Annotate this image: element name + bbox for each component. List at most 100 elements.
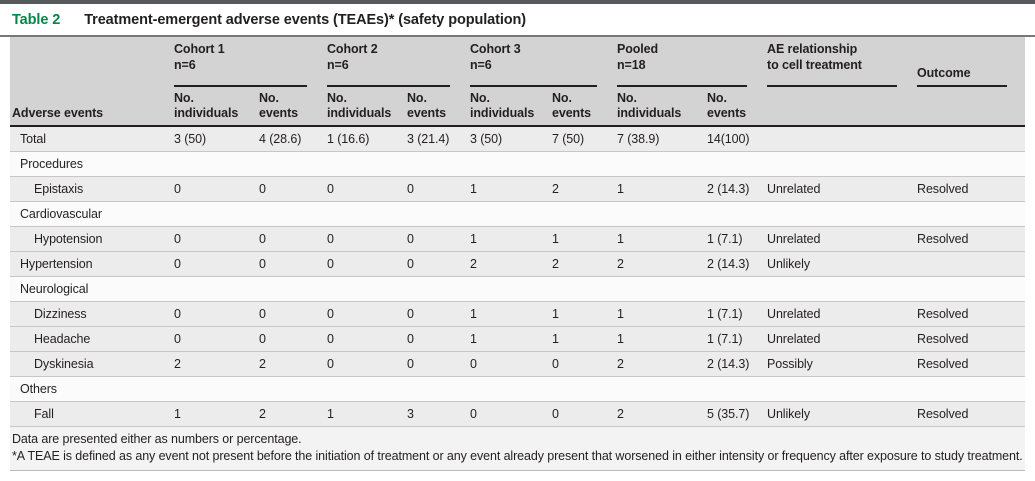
row-label: Hypertension: [10, 251, 172, 277]
cell: 0: [325, 226, 405, 252]
cell: 2: [615, 251, 705, 277]
cell: 0: [257, 301, 325, 327]
cell: 0: [325, 351, 405, 377]
cell: 0: [257, 176, 325, 202]
cell: 0: [405, 351, 468, 377]
subheader-pooled-events: No. events: [705, 87, 766, 127]
subheader-cohort1-events: No. events: [257, 87, 325, 127]
cell: Unrelated: [765, 326, 916, 352]
cell: Unlikely: [765, 401, 916, 427]
group-header-pooled: Pooled n=18: [615, 37, 766, 87]
cell: Unlikely: [765, 251, 916, 277]
group-header-cohort-3: Cohort 3 n=6: [468, 37, 615, 87]
group-header-outcome: Outcome: [915, 37, 1026, 87]
row-label: Hypotension: [10, 226, 172, 252]
category-label: Procedures: [10, 151, 1026, 177]
cell: 1: [468, 226, 550, 252]
row-label: Total: [10, 125, 172, 152]
cell: Unrelated: [765, 226, 916, 252]
cell: 0: [172, 301, 257, 327]
table-row-total: Total 3 (50) 4 (28.6) 1 (16.6) 3 (21.4) 3 (50…: [10, 125, 1026, 152]
cell: 0: [172, 251, 257, 277]
cell: 1: [550, 226, 615, 252]
cell: Resolved: [915, 326, 1026, 352]
cell: 0: [325, 176, 405, 202]
cell: 1: [615, 326, 705, 352]
row-label: Epistaxis: [10, 176, 172, 202]
cell: 0: [172, 226, 257, 252]
cell: 2 (14.3): [705, 251, 766, 277]
subheader-cohort1-individuals: No. individuals: [172, 87, 257, 127]
subheader-ae-relationship-spacer: [765, 87, 916, 127]
adverse-events-table: Adverse events Cohort 1 n=6 Cohort 2 n=6…: [10, 37, 1026, 427]
cell: Resolved: [915, 351, 1026, 377]
group-header-cohort-1: Cohort 1 n=6: [172, 37, 325, 87]
group-header-ae-relationship: AE relationship to cell treatment: [765, 37, 916, 87]
subheader-cohort3-events: No. events: [550, 87, 615, 127]
cell: 0: [405, 176, 468, 202]
category-label: Others: [10, 376, 1026, 402]
cell: 2: [615, 401, 705, 427]
category-label: Cardiovascular: [10, 201, 1026, 227]
cell: Resolved: [915, 401, 1026, 427]
table-card: Table 2 Treatment-emergent adverse event…: [0, 0, 1035, 471]
subheader-cohort2-individuals: No. individuals: [325, 87, 405, 127]
cell: 0: [257, 326, 325, 352]
cell: 1 (7.1): [705, 326, 766, 352]
cell: 2: [550, 251, 615, 277]
cell: 0: [550, 401, 615, 427]
cell: 0: [257, 251, 325, 277]
table-row-dyskinesia: Dyskinesia 2 2 0 0 0 0 2 2 (14.3) Possibly Resolve…: [10, 351, 1026, 377]
cell: 0: [325, 326, 405, 352]
cell: 0: [257, 226, 325, 252]
table-header: Adverse events Cohort 1 n=6 Cohort 2 n=6…: [10, 37, 1026, 127]
row-label: Headache: [10, 326, 172, 352]
cell: Unrelated: [765, 176, 916, 202]
table-body: Total 3 (50) 4 (28.6) 1 (16.6) 3 (21.4) 3 (50…: [10, 125, 1026, 427]
cell: 1: [615, 176, 705, 202]
cell: 2: [257, 401, 325, 427]
sub-header-row: No. individuals No. events No. individua…: [10, 87, 1026, 127]
cell: 2 (14.3): [705, 176, 766, 202]
group-header-cohort-2: Cohort 2 n=6: [325, 37, 468, 87]
cell: 1: [468, 326, 550, 352]
group-header-ae-relationship-label: AE relationship to cell treatment: [767, 37, 898, 87]
group-header-pooled-label: Pooled n=18: [617, 37, 748, 87]
cell: 1 (16.6): [325, 125, 405, 152]
cell: 3 (50): [468, 125, 550, 152]
category-row-procedures: Procedures: [10, 151, 1026, 177]
subheader-cohort2-events: No. events: [405, 87, 468, 127]
cell: 2: [550, 176, 615, 202]
cell: Resolved: [915, 176, 1026, 202]
cell: 3 (21.4): [405, 125, 468, 152]
table-label: Table 2: [12, 12, 61, 28]
table-title: Treatment-emergent adverse events (TEAEs…: [84, 12, 527, 28]
group-header-row: Adverse events Cohort 1 n=6 Cohort 2 n=6…: [10, 37, 1026, 127]
table-row-headache: Headache 0 0 0 0 1 1 1 1 (7.1) Unrelated Resolved: [10, 326, 1026, 352]
cell: 1: [172, 401, 257, 427]
cell: 0: [325, 301, 405, 327]
cell: 7 (50): [550, 125, 615, 152]
cell: 0: [325, 251, 405, 277]
cell: 0: [405, 301, 468, 327]
cell: 0: [468, 401, 550, 427]
group-header-cohort-3-label: Cohort 3 n=6: [470, 37, 597, 87]
table-row-fall: Fall 1 2 1 3 0 0 2 5 (35.7) Unlikely Resolved: [10, 401, 1026, 427]
cell: Resolved: [915, 301, 1026, 327]
cell: 1: [468, 176, 550, 202]
cell: 4 (28.6): [257, 125, 325, 152]
cell: 1: [615, 301, 705, 327]
table-row-dizziness: Dizziness 0 0 0 0 1 1 1 1 (7.1) Unrelated Resolved: [10, 301, 1026, 327]
footnote-teae-definition: *A TEAE is defined as any event not pres…: [12, 448, 1023, 463]
cell: 2: [257, 351, 325, 377]
cell: 14(100): [705, 125, 766, 152]
cell: [765, 125, 916, 152]
subheader-pooled-individuals: No. individuals: [615, 87, 705, 127]
row-label: Fall: [10, 401, 172, 427]
table-footnotes: Data are presented either as numbers or …: [10, 427, 1025, 471]
cell: 2: [172, 351, 257, 377]
cell: 1 (7.1): [705, 301, 766, 327]
cell: 3: [405, 401, 468, 427]
cell: 1: [550, 301, 615, 327]
